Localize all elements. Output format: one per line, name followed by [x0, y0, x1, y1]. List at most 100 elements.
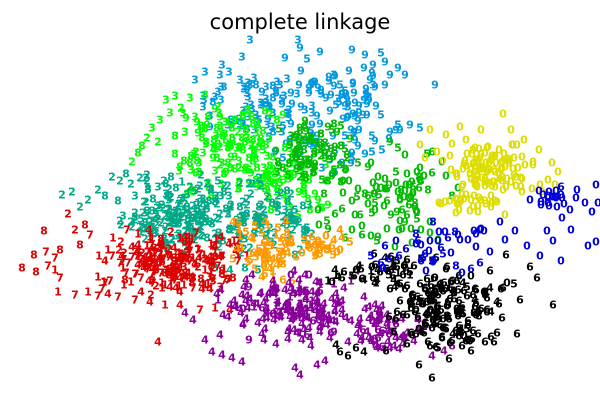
- digit-glyph: 5: [235, 216, 243, 230]
- digit-glyph: 8: [167, 170, 175, 184]
- digit-glyph: 0: [426, 215, 434, 229]
- digit-glyph: 4: [394, 277, 402, 291]
- digit-glyph: 4: [306, 331, 314, 345]
- digit-glyph: 8: [219, 129, 227, 143]
- digit-glyph: 1: [243, 249, 251, 263]
- digit-glyph: 2: [209, 239, 217, 253]
- digit-glyph: 0: [434, 234, 442, 248]
- digit-glyph: 5: [308, 133, 316, 147]
- digit-glyph: 9: [314, 81, 322, 95]
- digit-glyph: 9: [364, 160, 372, 174]
- digit-glyph: 5: [394, 118, 402, 132]
- digit-glyph: 1: [253, 210, 261, 224]
- digit-glyph: 4: [401, 331, 409, 345]
- digit-glyph: 6: [473, 306, 481, 320]
- digit-glyph: 2: [246, 241, 254, 255]
- digit-glyph: 3: [262, 96, 270, 110]
- digit-glyph: 8: [250, 143, 258, 157]
- digit-glyph: 4: [301, 268, 309, 282]
- digit-glyph: 8: [188, 212, 196, 226]
- digit-glyph: 9: [371, 187, 379, 201]
- digit-glyph: 8: [193, 202, 201, 216]
- digit-glyph: 8: [304, 158, 312, 172]
- digit-glyph: 3: [143, 209, 151, 223]
- digit-glyph: 3: [278, 125, 286, 139]
- digit-glyph: 2: [168, 232, 176, 246]
- digit-glyph: 3: [199, 146, 207, 160]
- digit-glyph: 3: [217, 93, 225, 107]
- digit-glyph: 9: [305, 81, 313, 95]
- digit-glyph: 4: [229, 215, 237, 229]
- digit-glyph: 8: [225, 138, 233, 152]
- digit-glyph: 6: [441, 321, 449, 335]
- digit-glyph: 2: [166, 262, 174, 276]
- digit-glyph: 2: [117, 235, 125, 249]
- digit-glyph: 0: [588, 205, 596, 219]
- digit-glyph: 8: [198, 131, 206, 145]
- digit-glyph: 8: [150, 227, 158, 241]
- digit-glyph: 0: [474, 205, 482, 219]
- digit-glyph: 3: [283, 107, 291, 121]
- digit-glyph: 3: [244, 80, 252, 94]
- digit-glyph: 8: [186, 156, 194, 170]
- digit-glyph: 9: [362, 82, 370, 96]
- digit-glyph: 8: [322, 174, 330, 188]
- digit-glyph: 0: [456, 120, 464, 134]
- digit-glyph: 4: [261, 322, 269, 336]
- digit-glyph: 5: [394, 141, 402, 155]
- digit-glyph: 2: [266, 107, 274, 121]
- digit-glyph: 0: [490, 150, 498, 164]
- digit-glyph: 6: [284, 236, 292, 250]
- digit-glyph: 8: [475, 309, 483, 323]
- digit-glyph: 0: [592, 178, 600, 192]
- digit-glyph: 5: [510, 277, 518, 291]
- digit-glyph: 5: [377, 108, 385, 122]
- digit-glyph: 0: [488, 149, 496, 163]
- digit-glyph: 8: [213, 151, 221, 165]
- digit-glyph: 8: [183, 187, 191, 201]
- digit-glyph: 3: [252, 126, 260, 140]
- digit-glyph: 4: [211, 239, 219, 253]
- digit-glyph: 8: [207, 189, 215, 203]
- digit-glyph: 3: [199, 192, 207, 206]
- digit-glyph: 0: [484, 140, 492, 154]
- digit-glyph: 4: [360, 345, 368, 359]
- digit-glyph: 5: [324, 242, 332, 256]
- digit-glyph: 2: [216, 158, 224, 172]
- digit-glyph: 5: [348, 269, 356, 283]
- digit-glyph: 0: [429, 255, 437, 269]
- digit-glyph: 8: [259, 171, 267, 185]
- digit-glyph: 0: [315, 313, 323, 327]
- digit-glyph: 7: [206, 257, 214, 271]
- digit-glyph: 0: [551, 190, 559, 204]
- digit-glyph: 9: [431, 78, 439, 92]
- digit-glyph: 4: [294, 286, 302, 300]
- digit-glyph: 4: [373, 315, 381, 329]
- digit-glyph: 2: [166, 215, 174, 229]
- digit-glyph: 4: [295, 302, 303, 316]
- digit-glyph: 0: [507, 123, 515, 137]
- digit-glyph: 0: [438, 155, 446, 169]
- digit-glyph: 0: [315, 218, 323, 232]
- digit-glyph: 6: [418, 325, 426, 339]
- digit-glyph: 9: [306, 157, 314, 171]
- digit-glyph: 5: [332, 98, 340, 112]
- digit-glyph: 5: [274, 221, 282, 235]
- digit-glyph: 2: [160, 174, 168, 188]
- digit-glyph: 4: [232, 299, 240, 313]
- digit-glyph: 9: [386, 135, 394, 149]
- digit-glyph: 8: [170, 251, 178, 265]
- digit-glyph: 0: [314, 203, 322, 217]
- digit-glyph: 3: [171, 89, 179, 103]
- digit-glyph: 0: [471, 173, 479, 187]
- digit-glyph: 4: [381, 251, 389, 265]
- digit-glyph: 3: [344, 100, 352, 114]
- digit-glyph: 0: [422, 264, 430, 278]
- digit-glyph: 4: [373, 273, 381, 287]
- digit-glyph: 4: [371, 298, 379, 312]
- digit-glyph: 0: [502, 153, 510, 167]
- digit-glyph: 0: [501, 160, 509, 174]
- digit-glyph: 7: [114, 290, 122, 304]
- digit-glyph: 2: [183, 245, 191, 259]
- digit-glyph: 9: [324, 198, 332, 212]
